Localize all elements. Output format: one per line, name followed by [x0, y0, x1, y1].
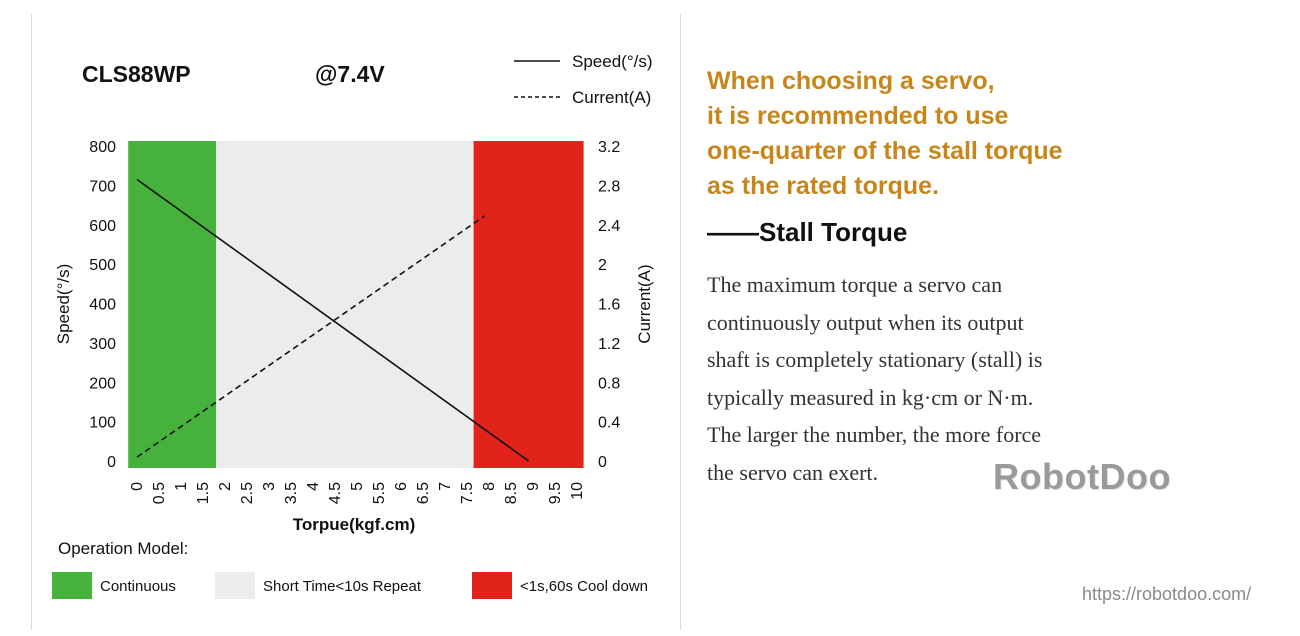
y-right-tick-label: 1.2: [598, 336, 620, 353]
x-tick-label: 0: [129, 482, 146, 491]
y-left-tick-label: 800: [89, 139, 116, 156]
x-tick-label: 6: [393, 482, 410, 491]
x-tick-label: 5.5: [371, 482, 388, 504]
x-tick-label: 1: [173, 482, 190, 491]
url-watermark: https://robotdoo.com/: [1082, 584, 1252, 604]
x-tick-label: 2: [217, 482, 234, 491]
operation-model-title: Operation Model:: [58, 539, 188, 558]
series-lines: [136, 178, 530, 462]
operation-model-legend: Operation Model: Continuous Short Time<10s…: [52, 539, 648, 599]
current-line: [136, 215, 486, 458]
y-left-tick-label: 300: [89, 336, 116, 353]
y-left-tick-label: 200: [89, 375, 116, 392]
y-left-tick-label: 600: [89, 218, 116, 235]
x-axis-title: Torpue(kgf.cm): [293, 515, 415, 534]
tip-line: as the rated torque.: [707, 172, 939, 200]
operation-label-continuous: Continuous: [100, 578, 176, 595]
torque-chart: 010020030040050060070080000.40.81.21.622…: [52, 52, 654, 599]
x-tick-label: 9.5: [547, 482, 564, 504]
stall-torque-description: The maximum torque a servo can continuou…: [707, 266, 1267, 491]
legend-current-label: Current(A): [572, 88, 651, 107]
y-right-axis-title: Current(A): [635, 264, 654, 343]
x-tick-label: 7: [437, 482, 454, 491]
tip-line: it is recommended to use: [707, 102, 1009, 130]
y-left-tick-label: 700: [89, 178, 116, 195]
body-line: continuously output when its output: [707, 309, 1024, 335]
y-right-tick-label: 2.8: [598, 178, 620, 195]
band-cool-down: [473, 141, 584, 468]
body-line: shaft is completely stationary (stall) i…: [707, 347, 1043, 372]
legend-speed-label: Speed(°/s): [572, 52, 653, 71]
model-name: CLS88WP: [82, 61, 191, 87]
y-right-tick-label: 0.4: [598, 415, 620, 432]
x-tick-label: 4: [305, 482, 322, 491]
speed-line: [136, 178, 530, 462]
x-tick-label: 3.5: [283, 482, 300, 504]
operation-label-short-time: Short Time<10s Repeat: [263, 578, 422, 595]
operation-swatch-short-time: [215, 572, 255, 599]
tip-line: one-quarter of the stall torque: [707, 137, 1063, 165]
band-continuous: [128, 141, 217, 468]
operation-label-cool-down: <1s,60s Cool down: [520, 578, 648, 595]
section-heading: ——Stall Torque: [707, 217, 908, 247]
body-line: typically measured in kg·cm or N·m.: [707, 384, 1034, 410]
x-tick-label: 5: [349, 482, 366, 491]
y-right-tick-label: 0.8: [598, 375, 620, 392]
brand-watermark: RobotDoo: [993, 456, 1171, 497]
chart-card: 0 100 200 300 400 500 600 700 800 0 0.4 0.8 1.2 1.6 2 2…: [31, 14, 681, 630]
zone-bands: [128, 141, 584, 468]
operation-swatch-cool-down: [472, 572, 512, 599]
info-panel: When choosing a servo, it is recommended…: [707, 64, 1267, 491]
y-right-tick-label: 0: [598, 454, 607, 471]
rated-torque-tip: When choosing a servo, it is recommended…: [707, 64, 1267, 204]
x-tick-label: 3: [261, 482, 278, 491]
tip-line: When choosing a servo,: [707, 67, 995, 95]
x-tick-label: 4.5: [327, 482, 344, 504]
chart-legend: Speed(°/s) Current(A): [514, 52, 653, 107]
x-tick-label: 8: [481, 482, 498, 491]
x-tick-label: 9: [525, 482, 542, 491]
y-right-tick-label: 2.4: [598, 218, 620, 235]
x-tick-label: 10: [569, 482, 586, 500]
y-left-tick-label: 400: [89, 297, 116, 314]
x-tick-label: 0.5: [151, 482, 168, 504]
y-left-axis-title: Speed(°/s): [54, 264, 73, 345]
y-left-tick-label: 500: [89, 257, 116, 274]
band-short-time: [216, 141, 474, 468]
y-right-tick-label: 3.2: [598, 139, 620, 156]
body-line: The maximum torque a servo can: [707, 272, 1003, 297]
y-left-tick-label: 0: [107, 454, 116, 471]
body-line: the servo can exert.: [707, 459, 879, 485]
x-tick-label: 7.5: [459, 482, 476, 504]
x-tick-label: 6.5: [415, 482, 432, 504]
x-tick-label: 1.5: [195, 482, 212, 504]
axes: 010020030040050060070080000.40.81.21.622…: [54, 139, 654, 534]
y-right-tick-label: 1.6: [598, 297, 620, 314]
x-tick-label: 2.5: [239, 482, 256, 504]
y-right-tick-label: 2: [598, 257, 607, 274]
y-left-tick-label: 100: [89, 415, 116, 432]
chart-header: CLS88WP @7.4V: [82, 61, 385, 87]
operation-swatch-continuous: [52, 572, 92, 599]
body-line: The larger the number, the more force: [707, 422, 1042, 447]
voltage-label: @7.4V: [315, 61, 385, 87]
x-tick-label: 8.5: [503, 482, 520, 504]
